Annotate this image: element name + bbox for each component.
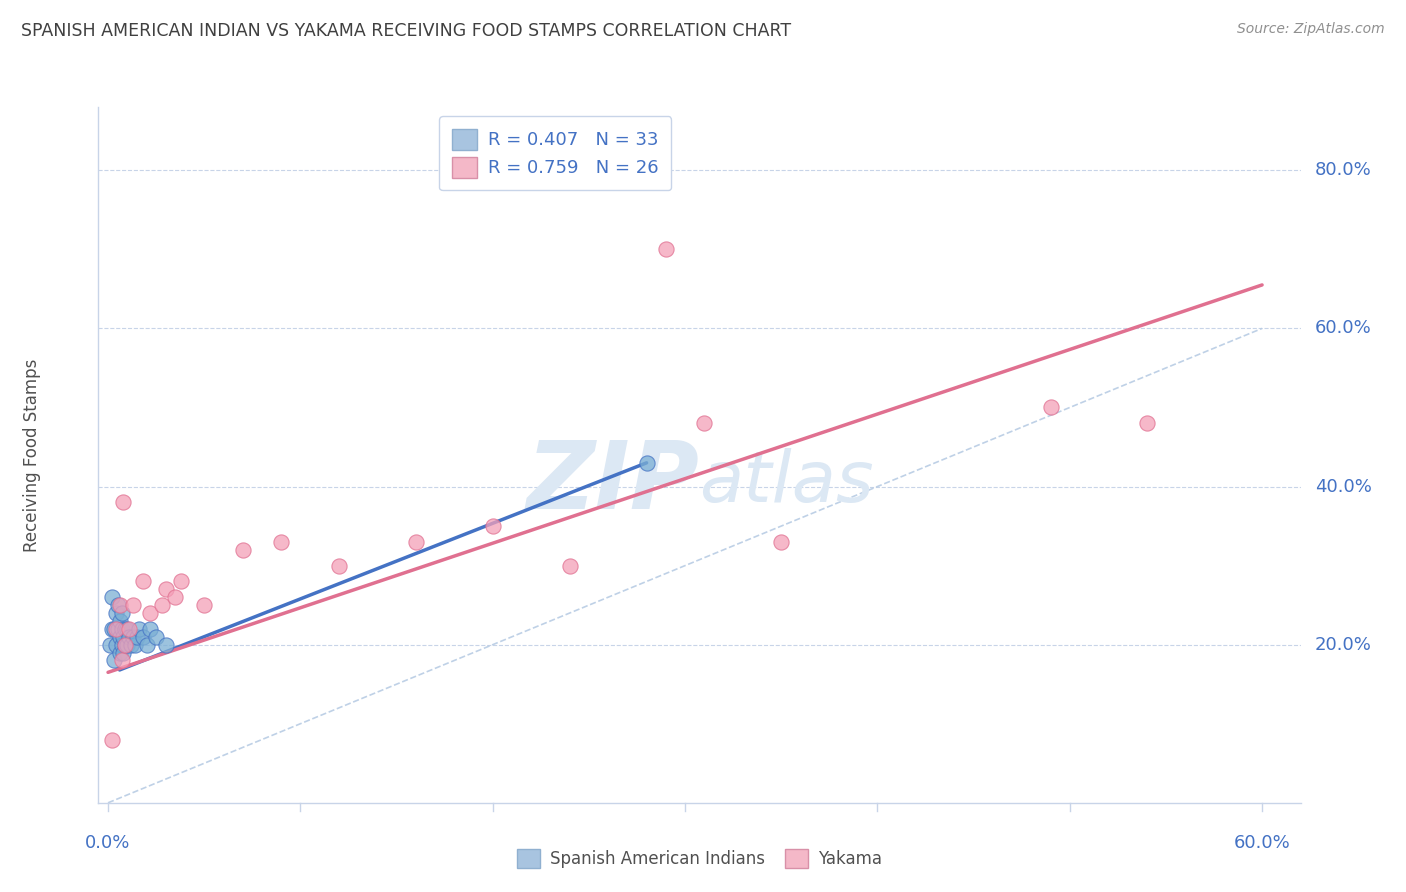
- Point: [139, 622, 162, 636]
- Text: 20.0%: 20.0%: [1315, 636, 1372, 654]
- Point: [110, 653, 132, 667]
- Point: [118, 630, 141, 644]
- Point: [122, 630, 145, 644]
- Point: [110, 638, 132, 652]
- Point: [128, 622, 150, 636]
- Point: [405, 534, 427, 549]
- Point: [270, 534, 292, 549]
- Text: 60.0%: 60.0%: [1233, 834, 1291, 852]
- Point: [135, 638, 157, 652]
- Text: Source: ZipAtlas.com: Source: ZipAtlas.com: [1237, 22, 1385, 37]
- Point: [139, 606, 162, 620]
- Text: 60.0%: 60.0%: [1315, 319, 1372, 337]
- Text: Receiving Food Stamps: Receiving Food Stamps: [24, 359, 41, 551]
- Point: [120, 638, 142, 652]
- Point: [108, 630, 131, 644]
- Point: [104, 622, 127, 636]
- Point: [110, 606, 132, 620]
- Point: [101, 622, 124, 636]
- Point: [98, 638, 121, 652]
- Point: [1136, 417, 1159, 431]
- Point: [117, 638, 139, 652]
- Point: [693, 417, 716, 431]
- Point: [108, 646, 131, 660]
- Point: [131, 574, 153, 589]
- Legend: Spanish American Indians, Yakama: Spanish American Indians, Yakama: [510, 842, 889, 874]
- Point: [150, 598, 173, 612]
- Point: [117, 622, 139, 636]
- Point: [193, 598, 215, 612]
- Point: [636, 456, 658, 470]
- Point: [232, 542, 254, 557]
- Point: [165, 591, 187, 605]
- Point: [145, 630, 167, 644]
- Point: [1039, 401, 1062, 415]
- Point: [481, 519, 503, 533]
- Point: [101, 591, 124, 605]
- Point: [558, 558, 581, 573]
- Point: [655, 243, 678, 257]
- Point: [155, 638, 177, 652]
- Point: [131, 630, 153, 644]
- Point: [770, 534, 793, 549]
- Point: [112, 646, 135, 660]
- Text: atlas: atlas: [699, 449, 875, 517]
- Point: [125, 630, 148, 644]
- Point: [107, 598, 129, 612]
- Point: [118, 622, 141, 636]
- Text: SPANISH AMERICAN INDIAN VS YAKAMA RECEIVING FOOD STAMPS CORRELATION CHART: SPANISH AMERICAN INDIAN VS YAKAMA RECEIV…: [21, 22, 792, 40]
- Point: [104, 638, 127, 652]
- Text: 40.0%: 40.0%: [1315, 477, 1372, 496]
- Text: 80.0%: 80.0%: [1315, 161, 1372, 179]
- Point: [104, 606, 127, 620]
- Point: [112, 495, 135, 509]
- Point: [122, 598, 145, 612]
- Point: [107, 622, 129, 636]
- Point: [114, 622, 136, 636]
- Point: [103, 653, 125, 667]
- Point: [114, 638, 136, 652]
- Point: [328, 558, 350, 573]
- Text: ZIP: ZIP: [527, 437, 699, 529]
- Point: [112, 630, 135, 644]
- Point: [155, 582, 177, 597]
- Point: [108, 598, 131, 612]
- Point: [170, 574, 193, 589]
- Text: 0.0%: 0.0%: [86, 834, 131, 852]
- Point: [103, 622, 125, 636]
- Point: [108, 614, 131, 628]
- Point: [101, 732, 124, 747]
- Point: [114, 638, 136, 652]
- Point: [110, 622, 132, 636]
- Point: [124, 638, 146, 652]
